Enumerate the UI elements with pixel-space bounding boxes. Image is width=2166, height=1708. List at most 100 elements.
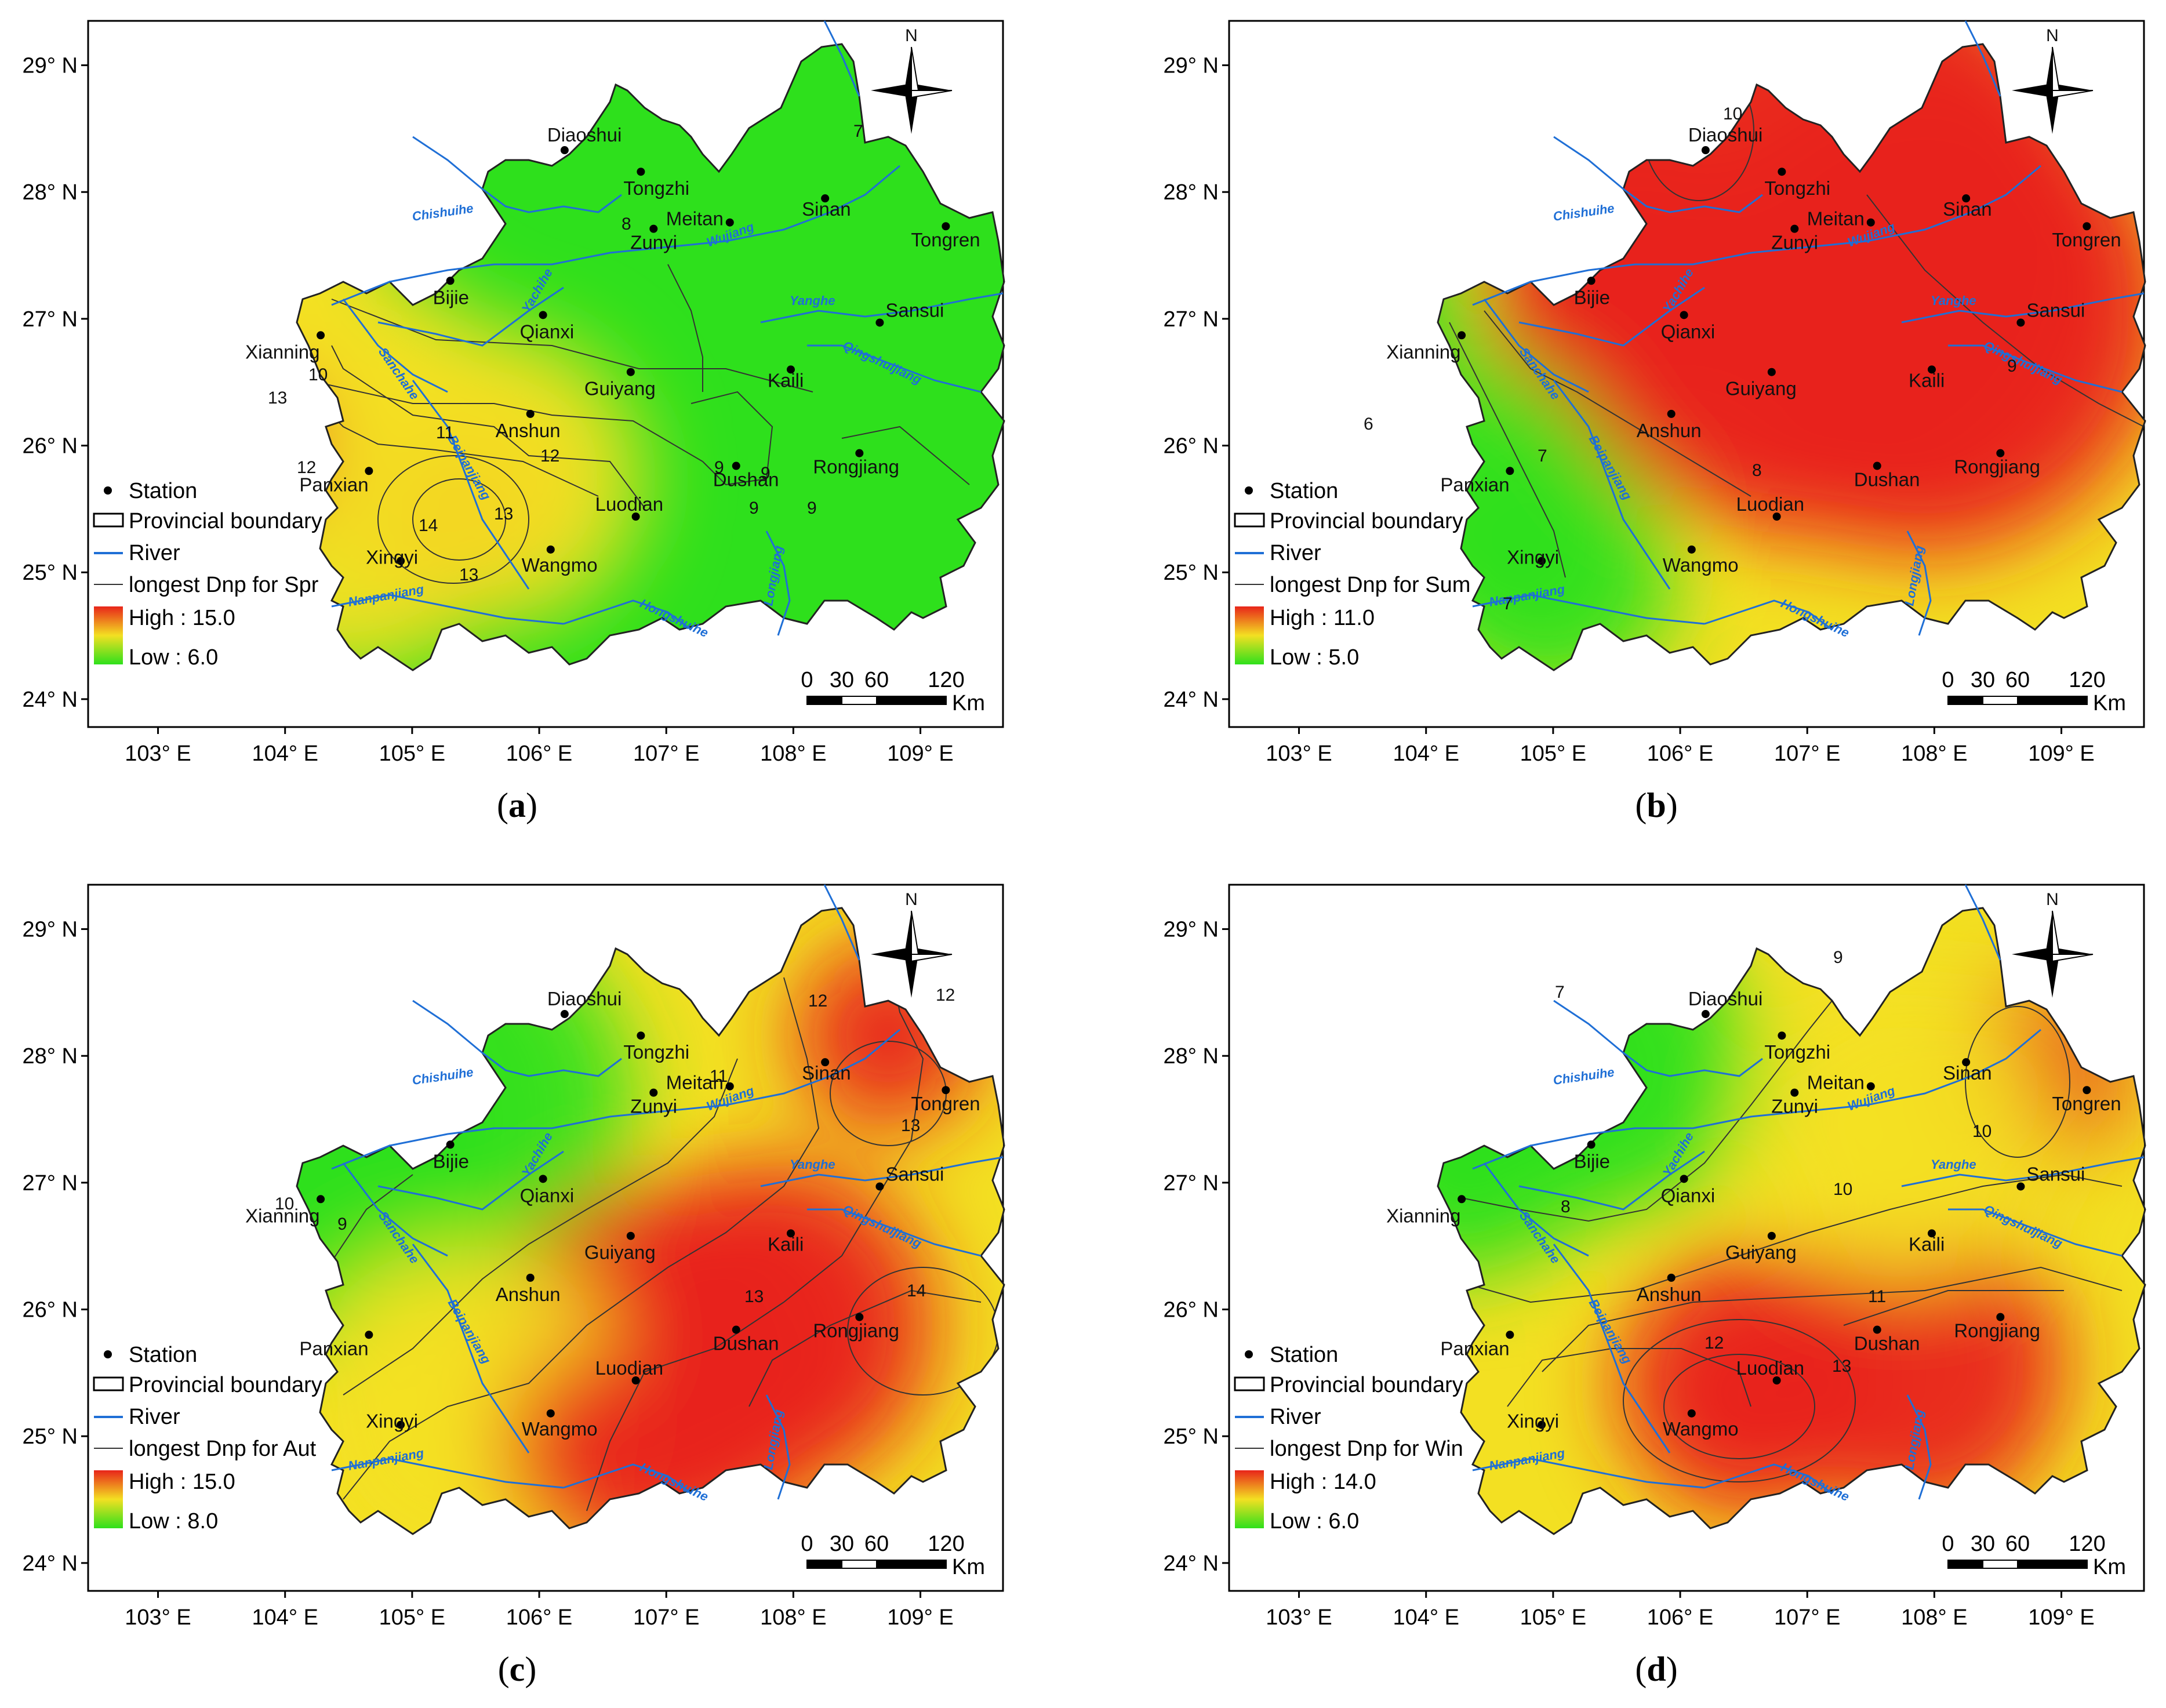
station-label: Sinan [1943,198,1991,220]
contour-labels: 10 9 8 7 7 6 [1364,104,2017,613]
river-label: Yanghe [790,293,835,308]
station-label: Rongjiang [1954,456,2040,478]
station-label: Guiyang [1725,378,1797,399]
contour-label: 13 [901,1116,920,1135]
river-label: Yanghe [1931,293,1976,308]
legend-low: Low : 6.0 [129,645,218,670]
river-line [1704,599,1833,631]
river-line [412,380,530,590]
station-label: Meitan [666,208,724,230]
north-arrow-icon: N [2012,26,2094,134]
station-label: Zunyi [1771,1096,1818,1117]
legend-boundary: Provincial boundary [129,1373,322,1397]
contour-label: 10 [308,365,328,384]
river-line [412,1000,622,1077]
scale-number: 60 [2005,1532,2030,1556]
station-label: Kaili [1909,1233,1945,1255]
stations: DiaoshuiTongzhiMeitanZunyiSinanTongrenBi… [245,124,980,576]
station-dot [1996,449,2005,457]
lat-tick-label: 24° N [1164,1551,1219,1576]
lon-tick-label: 107° E [1774,1605,1841,1630]
station-dot [725,218,734,227]
station-dot [821,194,830,203]
river-line [823,20,860,97]
contour-label: 7 [1555,983,1565,1002]
lon-tick-label: 108° E [1901,1605,1968,1630]
scale-number: 30 [830,668,854,692]
provincial-boundary [1437,907,2146,1535]
lon-tick-label: 108° E [760,1605,827,1630]
contour-label: 11 [710,1067,728,1086]
river-line [1948,344,2123,393]
station-label: Diaoshui [1688,988,1762,1009]
station-label: Kaili [768,369,804,391]
river-line [412,1244,530,1453]
lat-tick-label: 29° N [23,54,78,78]
lat-tick-label: 28° N [1164,180,1219,205]
station-dot [365,467,373,475]
contour-line [841,426,970,485]
station-dot [626,368,635,376]
lon-tick-label: 108° E [1901,742,1968,766]
lon-tick-label: 109° E [2028,1605,2095,1630]
station-dot [560,146,569,155]
station-label: Zunyi [1771,232,1818,253]
lat-tick-label: 26° N [1164,1298,1219,1322]
station-label: Rongjiang [813,456,899,478]
legend-high: High : 14.0 [1270,1470,1376,1494]
station-label: Luodian [1736,1357,1804,1379]
station-label: Meitan [666,1072,724,1093]
river-label: Yanghe [790,1157,835,1172]
legend-colorbar [94,1470,123,1528]
lon-tick-label: 103° E [1266,1605,1332,1630]
station-dot [1587,1140,1596,1149]
station-dot [942,222,950,231]
river-line [563,1463,692,1495]
station-dot [855,449,864,457]
legend-river: River [1270,1405,1321,1429]
river-line [1553,1000,1763,1077]
station-dot [546,1409,555,1418]
contour-label: 6 [1364,415,1373,434]
legend-boundary: Provincial boundary [1270,509,1463,533]
contour-line [586,954,924,1511]
scale-number: 60 [864,1532,889,1556]
station-dot [1680,1175,1688,1183]
station-label: Sansui [2026,299,2085,321]
station-label: Anshun [496,420,561,441]
station-dot [1873,1325,1881,1334]
legend-high: High : 15.0 [129,1470,235,1494]
station-label: Panxian [1440,474,1509,495]
contour-label: 10 [275,1194,294,1213]
legend-station: Station [129,1343,197,1367]
station-dot [1687,1409,1696,1418]
contour-line [748,1289,982,1407]
legend-station-icon [1245,486,1253,495]
lon-tick-label: 106° E [506,1605,573,1630]
station-dot [560,1010,569,1019]
station-label: Bijie [433,286,469,308]
river-line [377,1150,564,1211]
axes: 29° N 28° N 27° N 26° N 25° N 24° N 103° E 104°… [23,918,954,1630]
contour-label: 9 [337,1215,347,1234]
legend-boundary-icon [1234,513,1265,528]
station-label: Guiyang [1725,1242,1797,1263]
north-arrow-icon: N [871,26,953,134]
station-dot [1778,1031,1786,1040]
scale-number: 120 [928,668,964,692]
station-dot [626,1231,635,1240]
scale-number: 0 [801,668,813,692]
lat-tick-label: 25° N [1164,1424,1219,1449]
river-line [377,286,564,347]
lat-tick-label: 29° N [1164,54,1219,78]
contour-label: 9 [807,499,817,518]
river-line [1964,20,2001,97]
station-dot [875,318,884,327]
stations: DiaoshuiTongzhiMeitanZunyiSinanTongrenBi… [245,988,980,1440]
station-label: Sansui [885,299,944,321]
north-label: N [905,890,918,909]
lat-tick-label: 28° N [23,1044,78,1069]
